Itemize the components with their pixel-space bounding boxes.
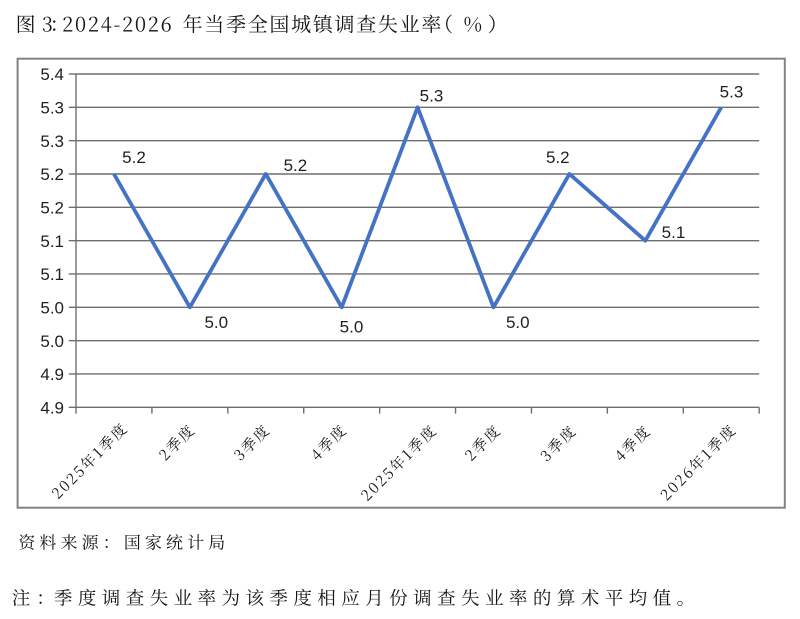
svg-text:5.1: 5.1 xyxy=(40,232,64,251)
svg-text:5.3: 5.3 xyxy=(40,99,64,118)
svg-text:5.0: 5.0 xyxy=(506,313,530,332)
svg-text:5.0: 5.0 xyxy=(204,313,228,332)
svg-text:5.1: 5.1 xyxy=(40,265,64,284)
svg-text:5.0: 5.0 xyxy=(40,299,64,318)
svg-text:5.2: 5.2 xyxy=(122,148,146,167)
svg-text:4.9: 4.9 xyxy=(40,365,64,384)
svg-text:5.1: 5.1 xyxy=(662,223,686,242)
svg-text:5.4: 5.4 xyxy=(40,65,64,84)
svg-text:5.3: 5.3 xyxy=(40,132,64,151)
svg-text:5.0: 5.0 xyxy=(340,318,364,337)
svg-text:5.2: 5.2 xyxy=(40,165,64,184)
svg-text:5.2: 5.2 xyxy=(546,148,570,167)
svg-text:4.9: 4.9 xyxy=(40,399,64,418)
svg-text:5.3: 5.3 xyxy=(420,86,444,105)
svg-text:5.0: 5.0 xyxy=(40,332,64,351)
svg-text:5.2: 5.2 xyxy=(284,156,308,175)
svg-text:5.3: 5.3 xyxy=(720,82,744,101)
svg-text:5.2: 5.2 xyxy=(40,199,64,218)
